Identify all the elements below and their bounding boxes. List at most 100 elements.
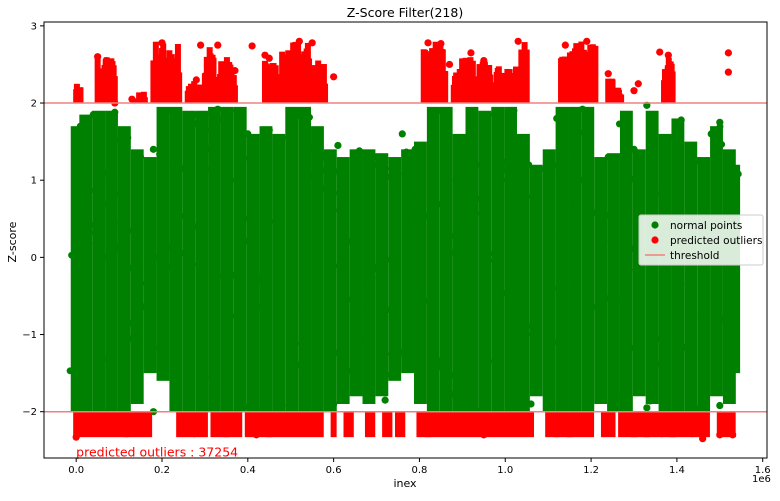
normal-point-jitter-12-5: [219, 272, 227, 280]
outlier-point-37: [72, 433, 80, 441]
normal-point-jitter-45-1: [652, 190, 660, 198]
normal-point-33: [694, 157, 702, 165]
outlier-point-4: [154, 60, 162, 69]
normal-point-jitter-25-1: [386, 306, 393, 314]
normal-point-jitter-42-3: [613, 393, 621, 400]
normal-point-jitter-10-3: [202, 126, 210, 134]
outlier-point-16: [308, 39, 316, 47]
normal-point-jitter-10-2: [201, 373, 209, 381]
normal-points-band-21: [336, 157, 350, 404]
normal-point-jitter-44-2: [630, 245, 637, 253]
legend-label-predicted-outliers: predicted outliers: [670, 235, 762, 247]
outlier-upper-column-6-15: [231, 85, 238, 104]
normal-points-band-9: [182, 110, 196, 412]
normal-point-jitter-2-4: [94, 239, 101, 246]
normal-point-21: [437, 107, 445, 115]
normal-point-8: [201, 111, 209, 119]
normal-point-jitter-0-5: [73, 162, 81, 169]
normal-point-jitter-4-1: [114, 244, 122, 252]
normal-points-band-30: [452, 133, 466, 412]
normal-point-jitter-35-3: [522, 353, 530, 360]
normal-point-jitter-28-5: [428, 221, 436, 229]
y-tick-label-5: 3: [31, 21, 37, 32]
normal-point-jitter-6-0: [150, 344, 158, 352]
normal-point-jitter-35-5: [512, 308, 520, 316]
normal-point-jitter-1-3: [79, 364, 87, 371]
normal-point-1: [89, 111, 97, 119]
normal-point-jitter-34-1: [500, 289, 508, 297]
normal-point-jitter-40-0: [587, 200, 594, 208]
normal-point-jitter-3-1: [102, 253, 110, 261]
normal-point-jitter-52-5: [730, 205, 738, 213]
normal-point-jitter-12-1: [225, 204, 233, 212]
normal-point-2: [111, 108, 119, 116]
normal-point-jitter-37-3: [543, 321, 551, 329]
normal-points-band-34: [504, 106, 517, 412]
normal-points-band-22: [349, 149, 363, 397]
normal-points-band-46: [658, 133, 672, 412]
outlier-upper-column-14-12: [523, 49, 530, 104]
normal-point-jitter-51-0: [726, 387, 734, 395]
outlier-lower-band-18: [600, 411, 616, 438]
normal-point-jitter-13-2: [237, 279, 245, 287]
normal-point-jitter-21-5: [332, 349, 340, 357]
normal-point-jitter-7-1: [153, 254, 161, 261]
normal-point-11: [244, 130, 252, 138]
normal-point-jitter-6-3: [140, 303, 148, 311]
outlier-point-38: [222, 427, 230, 435]
normal-point-36: [724, 157, 732, 165]
normal-point-jitter-52-1: [734, 170, 742, 178]
normal-point-jitter-42-4: [605, 294, 613, 302]
normal-point-jitter-33-0: [497, 311, 505, 319]
normal-points-band-13: [233, 106, 247, 412]
normal-point-jitter-17-3: [289, 130, 297, 138]
normal-point-jitter-10-1: [194, 260, 202, 268]
normal-point-26: [553, 114, 561, 123]
outlier-point-5: [158, 39, 166, 47]
legend-label-threshold: threshold: [670, 250, 719, 262]
normal-point-23: [484, 111, 492, 119]
normal-point-jitter-11-0: [211, 372, 219, 379]
normal-point-jitter-41-3: [597, 293, 605, 301]
normal-points-band-33: [491, 106, 505, 412]
normal-point-jitter-8-1: [172, 177, 180, 185]
normal-points-band-20: [323, 149, 337, 412]
normal-points-band-35: [516, 133, 530, 412]
normal-point-jitter-40-5: [577, 176, 584, 184]
normal-point-jitter-43-1: [620, 300, 628, 308]
normal-point-jitter-2-5: [92, 320, 100, 328]
normal-point-jitter-19-5: [313, 164, 321, 172]
normal-point-jitter-19-2: [307, 172, 315, 180]
normal-point-jitter-45-0: [648, 208, 656, 216]
normal-point-0: [76, 122, 85, 130]
normal-points-band-2: [92, 110, 106, 412]
normal-point-jitter-41-4: [600, 287, 607, 295]
outlier-point-12: [248, 42, 256, 50]
x-tick-label-3: 0.6: [326, 465, 342, 476]
normal-point-jitter-50-3: [718, 140, 726, 148]
normal-point-jitter-7-4: [160, 135, 168, 143]
outlier-count-annotation: predicted outliers : 37254: [76, 444, 238, 459]
normal-point-27: [578, 105, 587, 113]
normal-points-band-52: [727, 164, 741, 374]
outlier-point-8: [197, 41, 205, 49]
legend-box: [638, 214, 764, 266]
normal-point-5: [149, 145, 158, 153]
normal-point-jitter-13-3: [230, 271, 237, 279]
normal-point-jitter-27-2: [415, 324, 422, 332]
normal-points-band-41: [594, 157, 608, 404]
normal-point-jitter-30-1: [450, 249, 458, 256]
outlier-lower-band-10: [364, 411, 376, 438]
normal-point-jitter-20-1: [324, 335, 332, 343]
normal-points-band-18: [298, 106, 312, 412]
outlier-point-31: [634, 80, 642, 88]
normal-point-jitter-30-4: [449, 371, 456, 379]
normal-points-band-6: [143, 157, 157, 374]
normal-point-22: [458, 134, 466, 142]
normal-point-jitter-41-1: [598, 345, 605, 353]
normal-point-jitter-14-3: [246, 155, 253, 162]
normal-point-jitter-13-0: [232, 312, 240, 320]
normal-point-jitter-24-0: [381, 165, 389, 173]
normal-point-jitter-42-0: [603, 211, 611, 219]
